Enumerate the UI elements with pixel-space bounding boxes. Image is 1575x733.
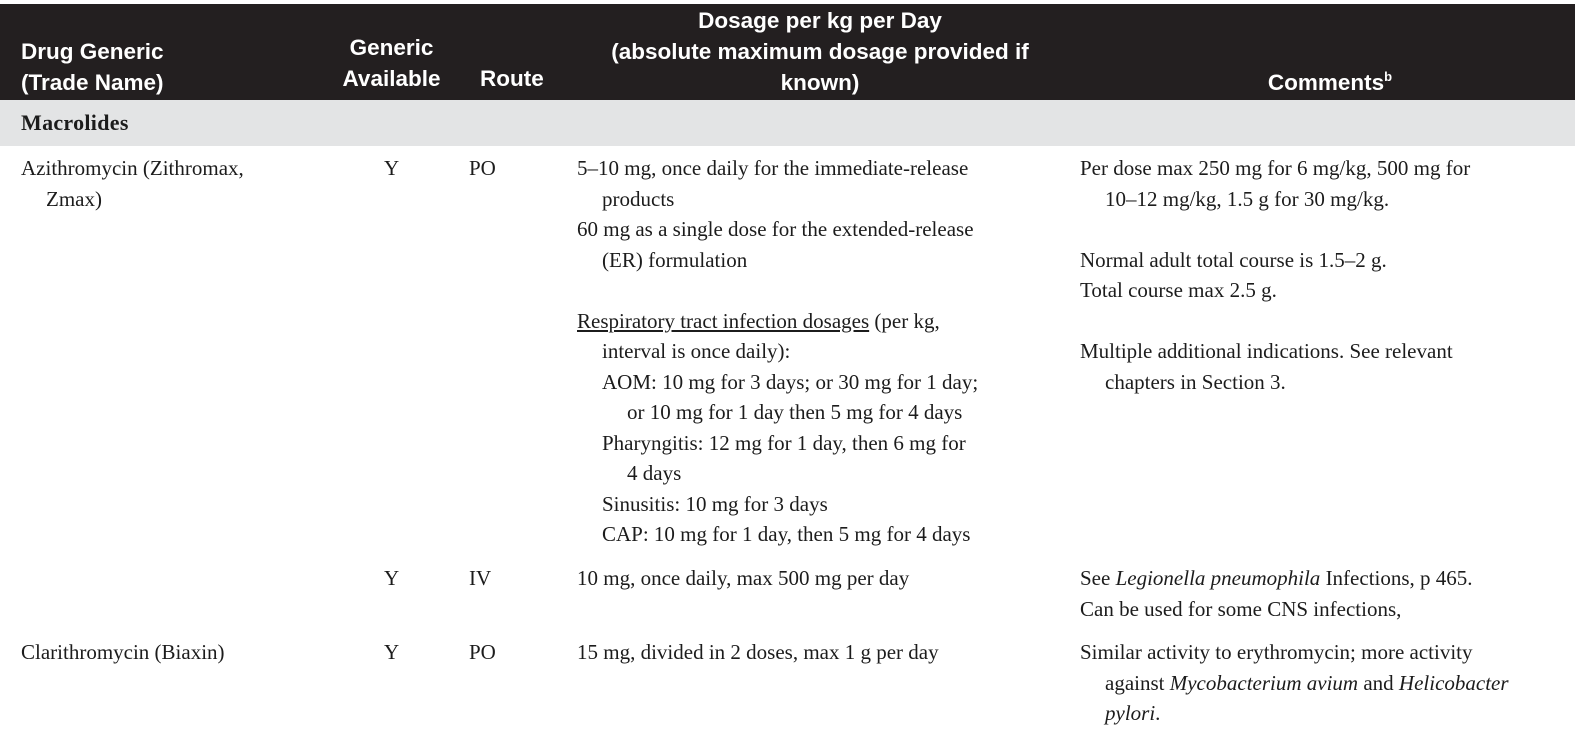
comment-line: against Mycobacterium avium and Helicoba…: [1080, 668, 1509, 699]
dose-line: 4 days: [627, 461, 682, 485]
row-azithromycin-comments: Per dose max 250 mg for 6 mg/kg, 500 mg …: [1080, 153, 1470, 397]
comment-organism: Helicobacter: [1398, 670, 1509, 695]
row-azithromycin-route: PO: [469, 156, 496, 180]
comment-text: against: [1105, 670, 1170, 695]
comment-see: See: [1080, 566, 1116, 590]
row-azithromycin-iv-generic: Y: [384, 566, 400, 590]
row-clarithromycin-generic: Y: [384, 640, 400, 664]
drug-name-line-2: Zmax): [46, 186, 102, 211]
header-generic-line-2: Available: [342, 66, 441, 91]
row-azithromycin-drug: Azithromycin (Zithromax, Zmax): [21, 153, 244, 214]
comment-line: Total course max 2.5 g.: [1080, 278, 1277, 302]
comment-line: Similar activity to erythromycin; more a…: [1080, 640, 1473, 664]
header-generic: Generic Available: [335, 32, 448, 94]
header-dosage-line-3: known): [780, 70, 860, 95]
section-row: Macrolides: [0, 100, 1575, 146]
table-header: Drug Generic (Trade Name) Generic Availa…: [0, 4, 1575, 100]
header-drug-line-2: (Trade Name): [21, 70, 164, 95]
dose-line: interval is once daily):: [602, 339, 791, 363]
dose-rti-heading: Respiratory tract infection dosages (per…: [577, 306, 978, 337]
dose-line: AOM: 10 mg for 3 days; or 30 mg for 1 da…: [602, 369, 979, 394]
dose-line: (ER) formulation: [602, 247, 748, 272]
header-comments-label: Commentsb: [1085, 67, 1575, 98]
row-clarithromycin-dosage: 15 mg, divided in 2 doses, max 1 g per d…: [577, 640, 939, 664]
header-comments-footnote: b: [1384, 69, 1393, 84]
comment-text: and: [1358, 670, 1399, 695]
comment-spacer: [1080, 306, 1470, 337]
dose-line: Sinusitis: 10 mg for 3 days: [602, 491, 828, 516]
row-azithromycin-iv-route: IV: [469, 566, 492, 590]
comment-spacer: [1080, 214, 1470, 245]
comment-line: Per dose max 250 mg for 6 mg/kg, 500 mg …: [1080, 156, 1471, 180]
dose-line: 5–10 mg, once daily for the immediate-re…: [577, 156, 969, 180]
header-dosage-line-2: (absolute maximum dosage provided if: [611, 39, 1029, 64]
section-title: Macrolides: [21, 110, 129, 135]
header-dosage-line-1: Dosage per kg per Day: [698, 8, 942, 33]
comment-line: Can be used for some CNS infections,: [1080, 596, 1402, 621]
dose-line: 60 mg as a single dose for the extended-…: [577, 217, 974, 241]
dose-rti-rest: (per kg,: [869, 308, 940, 333]
comment-organism: pylori: [1105, 701, 1156, 725]
row-azithromycin-iv-dosage: 10 mg, once daily, max 500 mg per day: [577, 566, 910, 590]
dose-line: CAP: 10 mg for 1 day, then 5 mg for 4 da…: [602, 522, 971, 546]
header-drug: Drug Generic (Trade Name): [21, 36, 164, 98]
drug-name-line-1: Azithromycin (Zithromax,: [21, 156, 244, 180]
row-clarithromycin-comments: Similar activity to erythromycin; more a…: [1080, 637, 1509, 729]
row-clarithromycin-drug: Clarithromycin (Biaxin): [21, 640, 225, 664]
dose-spacer: [577, 275, 978, 306]
header-generic-line-1: Generic: [349, 35, 434, 60]
row-azithromycin-generic: Y: [384, 156, 400, 180]
dose-line: or 10 mg for 1 day then 5 mg for 4 days: [627, 400, 963, 424]
row-clarithromycin-route: PO: [469, 640, 496, 664]
comment-line: pylori.: [1080, 698, 1509, 729]
dose-line: Pharyngitis: 12 mg for 1 day, then 6 mg …: [602, 430, 966, 455]
header-comments: Commentsb: [1085, 67, 1575, 98]
comment-line: Multiple additional indications. See rel…: [1080, 339, 1453, 363]
dose-rti-underlined: Respiratory tract infection dosages: [577, 308, 870, 333]
comment-organism: Legionella pneumophila: [1115, 566, 1321, 590]
header-drug-line-1: Drug Generic: [21, 39, 164, 64]
row-azithromycin-iv-comments: See Legionella pneumophila Infections, p…: [1080, 563, 1473, 624]
comment-line: chapters in Section 3.: [1105, 369, 1286, 394]
header-comments-text: Comments: [1267, 70, 1385, 95]
header-dosage: Dosage per kg per Day (absolute maximum …: [575, 5, 1065, 98]
header-route: Route: [480, 63, 544, 94]
dose-line: products: [602, 186, 675, 211]
row-azithromycin-dosage: 5–10 mg, once daily for the immediate-re…: [577, 153, 978, 550]
comment-text: .: [1155, 701, 1161, 725]
comment-organism: Mycobacterium avium: [1169, 670, 1359, 695]
comment-line: See Legionella pneumophila Infections, p…: [1080, 563, 1473, 594]
header-route-label: Route: [480, 66, 544, 91]
comment-line: Normal adult total course is 1.5–2 g.: [1080, 247, 1387, 272]
comment-line: 10–12 mg/kg, 1.5 g for 30 mg/kg.: [1105, 186, 1390, 211]
comment-rest: Infections, p 465.: [1320, 566, 1473, 590]
